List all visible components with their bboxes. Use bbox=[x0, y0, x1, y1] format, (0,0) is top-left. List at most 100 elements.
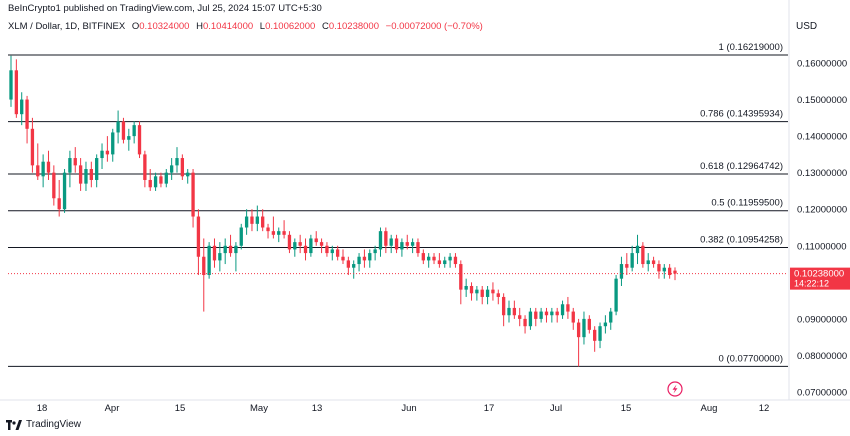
candle bbox=[518, 307, 522, 327]
candle bbox=[14, 59, 19, 118]
candle bbox=[400, 238, 404, 257]
candle bbox=[625, 253, 629, 276]
candle bbox=[314, 231, 318, 246]
tradingview-logo-icon bbox=[6, 419, 22, 430]
time-tick-label: 15 bbox=[621, 403, 632, 414]
candle bbox=[475, 285, 479, 301]
candle bbox=[244, 209, 249, 235]
time-tick-label: 13 bbox=[312, 403, 323, 414]
candle bbox=[437, 253, 442, 268]
candle bbox=[651, 256, 656, 268]
candle bbox=[335, 245, 340, 261]
candle bbox=[641, 242, 645, 268]
candle bbox=[132, 121, 136, 144]
candle bbox=[667, 264, 672, 279]
price-tick-label: 0.07000000 bbox=[797, 388, 847, 399]
candle bbox=[421, 249, 425, 265]
candle bbox=[373, 245, 377, 261]
candle bbox=[501, 293, 506, 327]
candle bbox=[196, 209, 201, 276]
candle bbox=[25, 95, 29, 144]
lightning-icon[interactable] bbox=[667, 381, 683, 397]
candle bbox=[646, 253, 650, 272]
candle bbox=[491, 282, 495, 301]
change-value: −0.00072000 (−0.70%) bbox=[385, 21, 483, 32]
tradingview-footer[interactable]: TradingView bbox=[6, 419, 81, 430]
candle bbox=[271, 216, 276, 239]
time-axis[interactable]: 18 Apr 15 May 13 Jun 17 Jul 15 Aug 12 bbox=[37, 403, 770, 414]
candle bbox=[362, 249, 367, 268]
candle bbox=[223, 238, 227, 265]
fib-label-0: 0 (0.07700000) bbox=[719, 353, 783, 364]
candle bbox=[389, 234, 393, 254]
time-tick-label: 17 bbox=[484, 403, 495, 414]
candle bbox=[459, 260, 463, 305]
candle bbox=[89, 161, 93, 188]
close-label: C bbox=[321, 21, 329, 32]
bar-countdown-label: 14:22:12 bbox=[794, 279, 829, 289]
candle bbox=[394, 234, 399, 254]
candle bbox=[121, 117, 126, 144]
candle bbox=[36, 143, 40, 180]
candle bbox=[325, 242, 329, 257]
candle bbox=[9, 55, 13, 107]
candle bbox=[614, 275, 618, 316]
fib-label-0-382: 0.382 (0.10954258) bbox=[700, 234, 783, 245]
candle bbox=[539, 307, 543, 323]
candle bbox=[202, 238, 206, 312]
candle bbox=[662, 264, 666, 279]
candle bbox=[191, 169, 195, 228]
candle bbox=[293, 238, 297, 257]
candle bbox=[62, 169, 67, 213]
candle bbox=[78, 158, 83, 191]
candle bbox=[84, 161, 88, 191]
candle bbox=[239, 223, 243, 250]
candle bbox=[341, 249, 345, 265]
candle bbox=[116, 110, 120, 144]
candle bbox=[496, 289, 500, 305]
candle bbox=[609, 307, 613, 330]
close-value: 0.10238000 bbox=[328, 21, 380, 32]
price-tick-label: 0.09000000 bbox=[797, 314, 847, 325]
candle bbox=[255, 205, 259, 232]
low-label: L bbox=[259, 21, 266, 32]
candle bbox=[105, 136, 110, 162]
candle bbox=[180, 154, 185, 180]
currency-label[interactable]: USD bbox=[796, 21, 818, 32]
candle bbox=[346, 256, 351, 276]
open-label: O bbox=[131, 21, 140, 32]
candle bbox=[405, 234, 409, 250]
candle bbox=[309, 234, 313, 257]
candle bbox=[512, 300, 517, 319]
fib-label-0-786: 0.786 (0.14395934) bbox=[700, 109, 783, 120]
candle bbox=[635, 234, 640, 265]
candle bbox=[507, 300, 511, 323]
candle bbox=[448, 253, 452, 268]
candle bbox=[212, 238, 217, 268]
candle bbox=[159, 172, 163, 188]
candle bbox=[427, 253, 431, 268]
price-tick-label: 0.16000000 bbox=[797, 59, 847, 70]
candle bbox=[277, 227, 281, 243]
candle bbox=[657, 260, 661, 279]
open-value: 0.10324000 bbox=[139, 21, 190, 32]
candle bbox=[619, 256, 624, 286]
symbol-name: XLM / Dollar, 1D, BITFINEX bbox=[8, 21, 126, 32]
time-tick-label: 15 bbox=[175, 403, 186, 414]
candle bbox=[266, 223, 270, 239]
candle bbox=[30, 117, 35, 173]
candle bbox=[598, 322, 602, 349]
price-axis[interactable]: 0.16000000 0.15000000 0.14000000 0.13000000… bbox=[797, 59, 847, 399]
candle bbox=[443, 256, 447, 268]
candle bbox=[550, 307, 554, 323]
fib-label-0-5: 0.5 (0.11959500) bbox=[711, 198, 783, 209]
fib-levels: 1 (0.16219000) 0.786 (0.14395934) 0.618 (0… bbox=[8, 42, 788, 367]
candle bbox=[453, 253, 458, 268]
candle bbox=[169, 158, 174, 180]
high-label: H bbox=[196, 21, 203, 32]
candle bbox=[111, 128, 115, 162]
high-value: 0.10414000 bbox=[202, 21, 254, 32]
candle bbox=[303, 238, 308, 261]
price-tick-label: 0.11000000 bbox=[797, 241, 847, 252]
